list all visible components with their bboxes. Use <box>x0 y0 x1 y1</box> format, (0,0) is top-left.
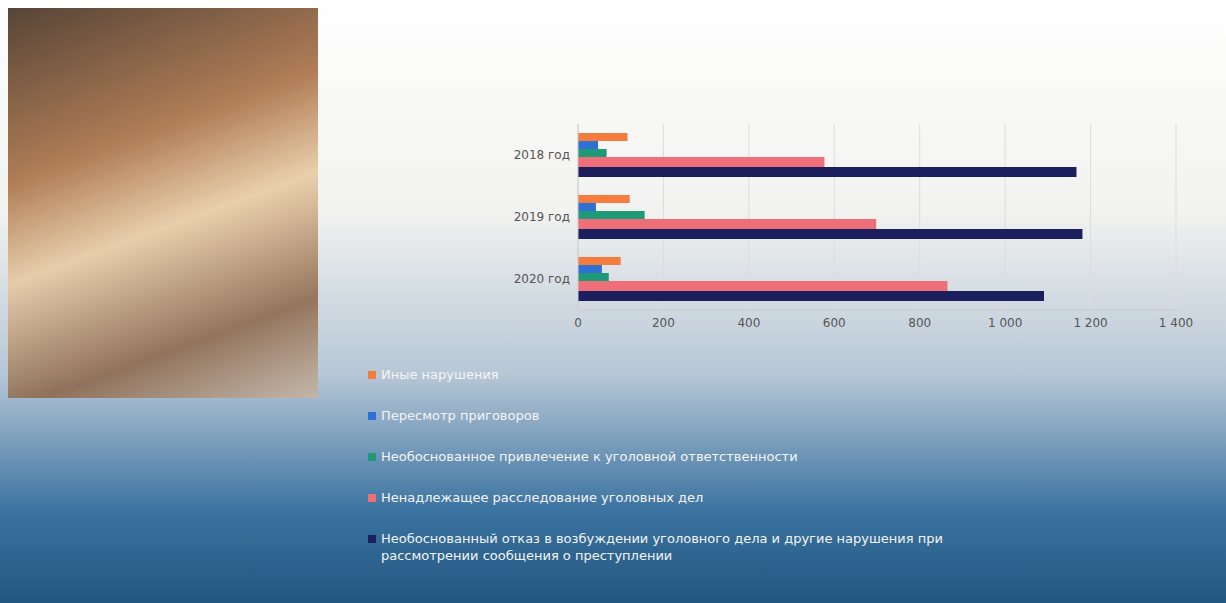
html-text:Необоснованный отказ в возбужд: Необоснованный отказ в возбуждении уголо… <box>381 531 943 563</box>
svg-text:2019 год: 2019 год <box>514 210 570 224</box>
html-text:Иные нарушения: Иные нарушения <box>381 367 499 382</box>
svg-text:200: 200 <box>652 316 675 330</box>
svg-text:600: 600 <box>823 316 846 330</box>
html-text:Ненадлежащее расследование уго: Ненадлежащее расследование уголовных дел <box>381 490 704 505</box>
svg-text:1 000: 1 000 <box>988 316 1022 330</box>
svg-text:2020 год: 2020 год <box>514 272 570 286</box>
svg-text:400: 400 <box>737 316 760 330</box>
svg-text:0: 0 <box>574 316 582 330</box>
html-text:Пересмотр приговоров: Пересмотр приговоров <box>381 408 540 423</box>
svg-text:2018 год: 2018 год <box>514 148 570 162</box>
svg-text:800: 800 <box>908 316 931 330</box>
svg-text:1 200: 1 200 <box>1073 316 1107 330</box>
svg-text:1 400: 1 400 <box>1159 316 1193 330</box>
html-text:Необоснованное привлечение к у: Необоснованное привлечение к уголовной о… <box>381 449 798 464</box>
